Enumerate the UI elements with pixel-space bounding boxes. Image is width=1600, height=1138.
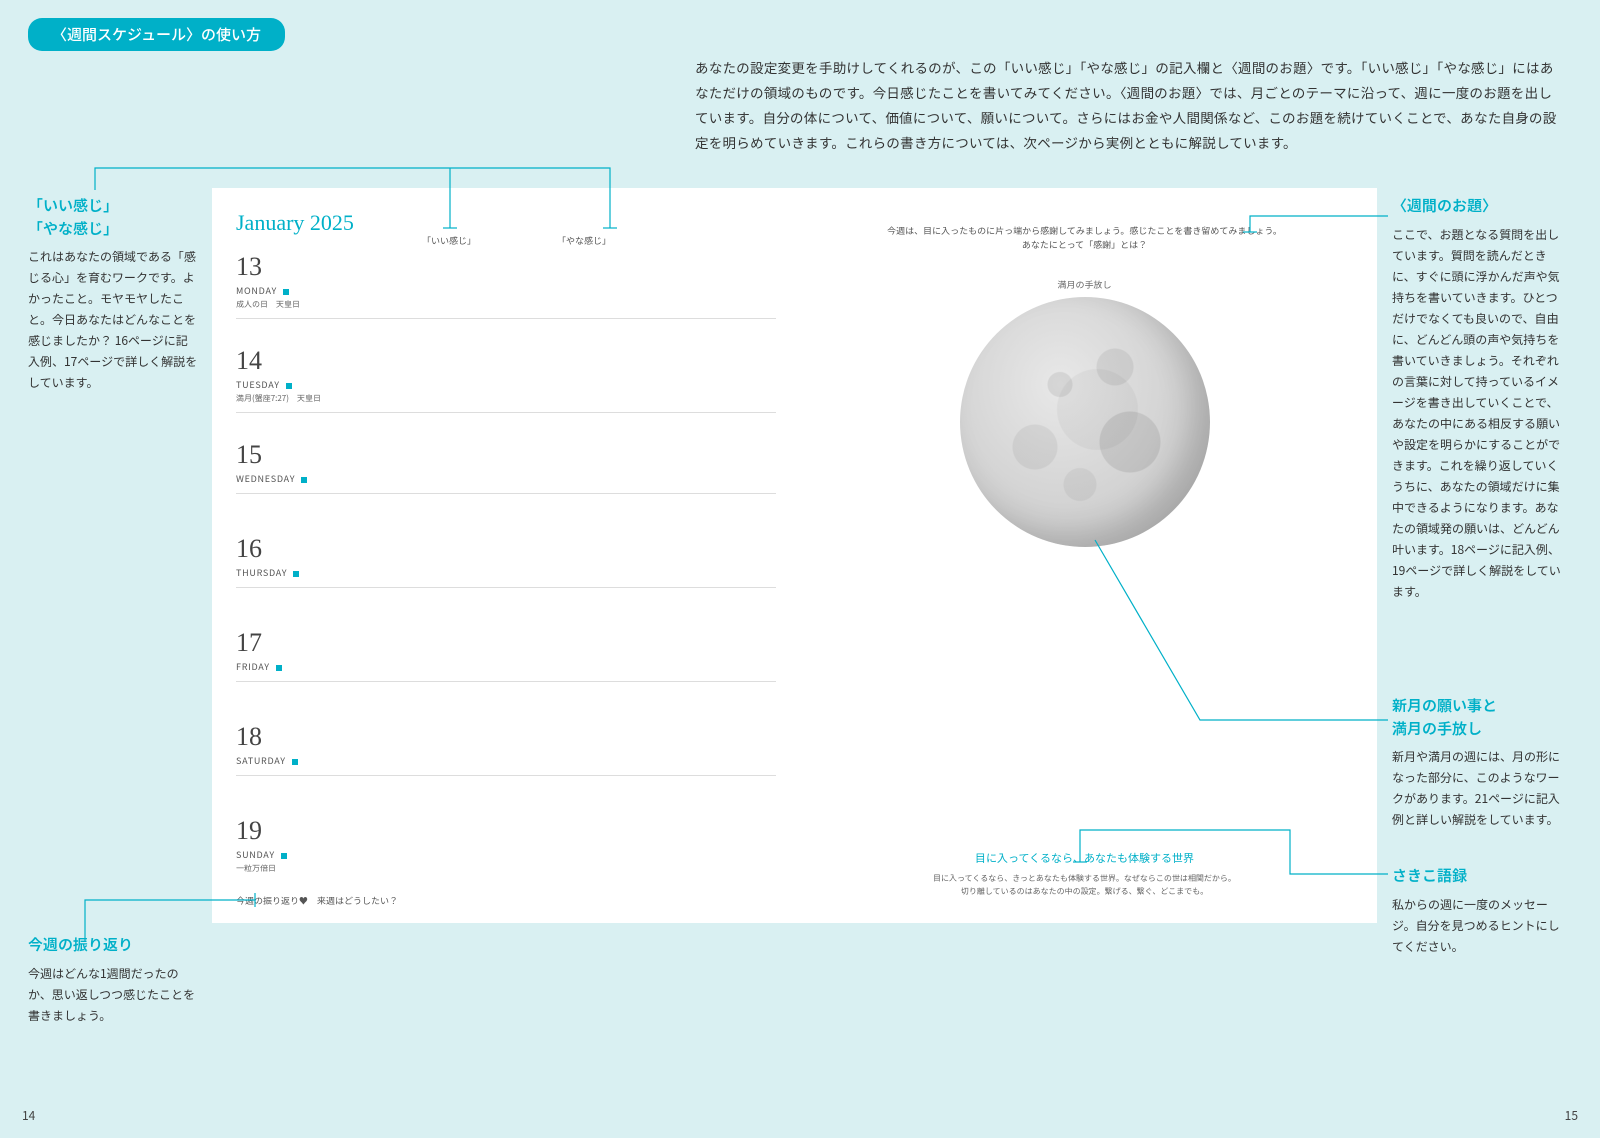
weekly-prompt-text: 今週は、目に入ったものに片っ端から感謝してみましょう。感じたことを書き留めてみま… [855,224,1315,253]
dot-icon [293,571,299,577]
day-row: 16 THURSDAY [236,534,776,588]
annotation-title: 「いい感じ」 「やな感じ」 [28,195,198,240]
day-number: 13 [236,252,776,282]
day-row: 19 SUNDAY 一粒万倍日 [236,816,776,882]
moon-label: 満月の手放し [935,278,1235,291]
dot-icon [292,759,298,765]
day-number: 15 [236,440,776,470]
day-label: WEDNESDAY [236,472,776,485]
annotation-title: 新月の願い事と 満月の手放し [1392,695,1567,740]
dot-icon [276,665,282,671]
day-number: 14 [236,346,776,376]
day-note: 一粒万倍日 [236,863,776,874]
quote-title: 目に入ってくるなら、あなたも体験する世界 [835,850,1335,866]
day-number: 17 [236,628,776,658]
day-row: 17 FRIDAY [236,628,776,682]
day-row: 15 WEDNESDAY [236,440,776,494]
column-header-good: 「いい感じ」 [422,234,476,247]
dot-icon [286,383,292,389]
recap-prompt: 今週の振り返り♥ 来週はどうしたい？ [236,894,776,907]
day-label: SATURDAY [236,754,776,767]
day-note: 成人の日 天皇日 [236,299,776,310]
annotation-body: 新月や満月の週には、月の形になった部分に、このようなワークがあります。21ページ… [1392,746,1567,830]
annotation-body: 私からの週に一度のメッセージ。自分を見つめるヒントにしてください。 [1392,894,1567,957]
day-row: 14 TUESDAY 満月(蟹座7:27) 天皇日 [236,346,776,413]
day-note: 満月(蟹座7:27) 天皇日 [236,393,776,404]
day-label: FRIDAY [236,660,776,673]
day-label: MONDAY [236,284,776,297]
day-label: TUESDAY [236,378,776,391]
column-header-bad: 「やな感じ」 [557,234,611,247]
annotation-sakiko: さきこ語録 私からの週に一度のメッセージ。自分を見つめるヒントにしてください。 [1392,865,1567,957]
annotation-title: 〈週間のお題〉 [1392,195,1567,218]
moon-section: 満月の手放し [935,278,1235,547]
planner-spread: January 2025 「いい感じ」 「やな感じ」 13 MONDAY 成人の… [212,188,1377,923]
annotation-body: ここで、お題となる質問を出しています。質問を読んだときに、すぐに頭に浮かんだ声や… [1392,224,1567,602]
annotation-weekly-topic: 〈週間のお題〉 ここで、お題となる質問を出しています。質問を読んだときに、すぐに… [1392,195,1567,602]
annotation-title: さきこ語録 [1392,865,1567,888]
page-number-left: 14 [22,1107,35,1124]
annotation-title: 今週の振り返り [28,934,198,957]
day-label: SUNDAY [236,848,776,861]
day-row: 18 SATURDAY [236,722,776,776]
month-title: January 2025 [236,210,354,236]
page-number-right: 15 [1565,1107,1578,1124]
planner-left-page: January 2025 「いい感じ」 「やな感じ」 13 MONDAY 成人の… [212,188,795,923]
quote-block: 目に入ってくるなら、あなたも体験する世界 目に入ってくるなら、きっとあなたも体験… [835,850,1335,899]
section-header: 〈週間スケジュール〉の使い方 [28,18,285,51]
top-paragraph: あなたの設定変更を手助けしてくれるのが、この「いい感じ」「やな感じ」の記入欄と〈… [695,55,1560,155]
day-label: THURSDAY [236,566,776,579]
moon-icon [960,297,1210,547]
day-number: 19 [236,816,776,846]
annotation-body: これはあなたの領域である「感じる心」を育むワークです。よかったこと。モヤモヤした… [28,246,198,393]
quote-body: 目に入ってくるなら、きっとあなたも体験する世界。なぜならこの世は相関だから。 切… [835,872,1335,899]
annotation-body: 今週はどんな1週間だったのか、思い返しつつ感じたことを書きましょう。 [28,963,198,1026]
dot-icon [281,853,287,859]
day-row: 13 MONDAY 成人の日 天皇日 [236,252,776,319]
planner-right-page: 今週は、目に入ったものに片っ端から感謝してみましょう。感じたことを書き留めてみま… [795,188,1378,923]
annotation-recap: 今週の振り返り 今週はどんな1週間だったのか、思い返しつつ感じたことを書きましょ… [28,934,198,1026]
day-number: 16 [236,534,776,564]
dot-icon [301,477,307,483]
day-number: 18 [236,722,776,752]
annotation-moon: 新月の願い事と 満月の手放し 新月や満月の週には、月の形になった部分に、このよう… [1392,695,1567,830]
dot-icon [283,289,289,295]
annotation-good-bad: 「いい感じ」 「やな感じ」 これはあなたの領域である「感じる心」を育むワークです… [28,195,198,393]
